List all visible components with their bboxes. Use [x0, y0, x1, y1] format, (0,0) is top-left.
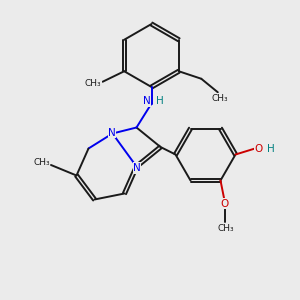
Text: H: H: [156, 96, 164, 106]
Text: CH₃: CH₃: [33, 158, 50, 167]
Text: CH₃: CH₃: [212, 94, 229, 103]
Text: CH₃: CH₃: [85, 79, 101, 88]
Text: N: N: [143, 96, 151, 106]
Text: H: H: [267, 143, 274, 154]
Text: CH₃: CH₃: [217, 224, 234, 233]
Text: O: O: [220, 199, 229, 208]
Text: N: N: [108, 128, 116, 138]
Text: N: N: [133, 163, 141, 173]
Text: O: O: [254, 143, 263, 154]
